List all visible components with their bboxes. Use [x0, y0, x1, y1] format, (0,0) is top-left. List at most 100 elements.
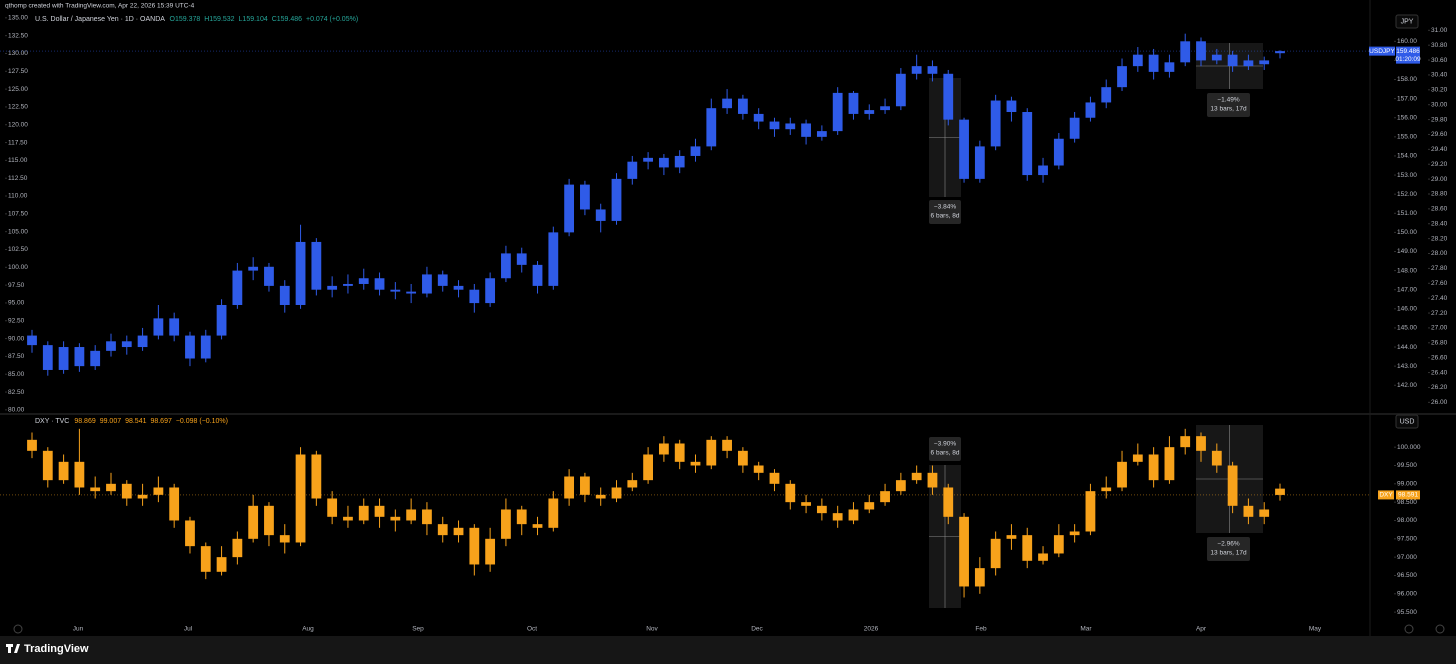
candle-body — [437, 274, 448, 286]
countdown-label: 01:20:09 — [1395, 56, 1421, 63]
y-tick-label: 29.80 — [1431, 116, 1448, 123]
y-tick-label: 100.000 — [1397, 444, 1421, 451]
candle-body — [927, 66, 938, 74]
candle-body — [185, 335, 195, 359]
legend-title: U.S. Dollar / Japanese Yen · 1D · OANDA — [35, 16, 165, 23]
legend-value: L159.104 — [239, 16, 268, 23]
candle-body — [1022, 535, 1033, 561]
candle-body — [1196, 41, 1206, 61]
y-tick-label: 27.40 — [1431, 295, 1448, 302]
y-tick-label: 28.40 — [1431, 220, 1448, 227]
legend-value: 99.007 — [100, 418, 122, 425]
legend-title: DXY · TVC — [35, 418, 69, 425]
price-label: 98.591 — [1398, 492, 1418, 499]
x-tick-label: Mar — [1080, 626, 1092, 633]
candle-body — [485, 538, 496, 565]
candle-body — [864, 110, 875, 114]
x-tick-label: Jul — [184, 626, 193, 633]
candle-body — [27, 439, 37, 451]
candle-body — [801, 502, 811, 506]
y-tick-label: 27.20 — [1431, 310, 1448, 317]
candle-body — [690, 461, 701, 466]
symbol-label: DXY — [1379, 492, 1393, 499]
y-tick-label: 29.60 — [1431, 131, 1448, 138]
x-tick-label: Oct — [527, 626, 537, 633]
candle-body — [1053, 535, 1064, 554]
candle-body — [169, 487, 180, 521]
candle-body — [737, 98, 748, 114]
y-tick-label: 102.50 — [8, 246, 28, 253]
x-tick-label: 2026 — [864, 626, 879, 633]
y-tick-label: 112.50 — [8, 175, 28, 182]
candle-body — [485, 278, 496, 304]
candle-body — [1243, 60, 1254, 67]
y-tick-label: 115.00 — [8, 157, 28, 164]
x-tick-label: Apr — [1196, 626, 1207, 633]
measure-label-box — [1207, 537, 1250, 561]
y-tick-label: 26.80 — [1431, 340, 1448, 347]
candle-body — [516, 253, 527, 265]
y-tick-label: 142.00 — [1397, 382, 1417, 389]
y-tick-label: 105.00 — [8, 228, 28, 235]
candle-body — [880, 106, 890, 111]
candle-body — [974, 568, 985, 587]
candle-body — [1164, 447, 1175, 481]
measure-change: −1.49% — [1217, 97, 1239, 104]
candle-body — [627, 480, 638, 488]
candle-body — [959, 119, 969, 179]
scale-button — [1404, 624, 1414, 634]
candle-body — [880, 491, 890, 503]
candle-body — [216, 304, 227, 336]
candle-body — [264, 266, 274, 286]
candle-body — [137, 494, 148, 499]
candle-body — [1275, 51, 1285, 54]
y-tick-label: 160.00 — [1397, 38, 1417, 45]
credit: qthomp created with TradingView.com, Apr… — [5, 3, 195, 10]
measure-label-box — [1207, 93, 1250, 117]
candle-body — [153, 318, 164, 336]
currency-label[interactable]: JPY — [1401, 18, 1414, 25]
currency-button[interactable] — [1395, 414, 1419, 429]
candle-body — [785, 123, 796, 130]
y-tick-label: 97.000 — [1397, 554, 1417, 561]
candle-body — [343, 283, 353, 286]
y-tick-label: 92.50 — [8, 317, 25, 324]
y-tick-label: 132.50 — [8, 32, 28, 39]
candle-body — [200, 335, 211, 359]
y-tick-label: 122.50 — [8, 104, 28, 111]
y-tick-label: 153.00 — [1397, 172, 1417, 179]
y-tick-label: 157.00 — [1397, 95, 1417, 102]
y-tick-label: 28.00 — [1431, 250, 1448, 257]
y-tick-label: 85.00 — [8, 371, 25, 378]
candle-body — [927, 472, 938, 488]
measure-span: 13 bars, 17d — [1210, 106, 1247, 113]
candle-body — [895, 480, 906, 492]
currency-label[interactable]: USD — [1400, 418, 1415, 425]
y-tick-label: 28.60 — [1431, 206, 1448, 213]
y-tick-label: 26.00 — [1431, 399, 1448, 406]
candle-body — [974, 146, 985, 179]
candle-body — [169, 318, 180, 336]
brand[interactable]: TradingView — [6, 643, 89, 655]
measure-change: −3.84% — [934, 204, 956, 211]
candle-body — [611, 487, 622, 499]
candle-body — [1148, 54, 1159, 72]
y-tick-label: 26.60 — [1431, 354, 1448, 361]
y-tick-label: 29.00 — [1431, 176, 1448, 183]
measure-label-box — [929, 200, 961, 224]
candle-body — [816, 131, 827, 137]
candle-body — [422, 509, 432, 525]
y-tick-label: 29.20 — [1431, 161, 1448, 168]
y-tick-label: 127.50 — [8, 68, 28, 75]
y-tick-label: 146.00 — [1397, 306, 1417, 313]
candle-body — [1038, 165, 1048, 176]
candle-body — [42, 450, 53, 481]
brand-logo — [6, 644, 20, 653]
y-tick-label: 99.000 — [1397, 481, 1417, 488]
candle-body — [422, 274, 432, 294]
footer-bar — [0, 636, 1456, 664]
symbol-label-box — [1369, 46, 1395, 56]
currency-button[interactable] — [1395, 14, 1419, 29]
candle-body — [895, 73, 906, 107]
y-tick-label: 28.20 — [1431, 235, 1448, 242]
